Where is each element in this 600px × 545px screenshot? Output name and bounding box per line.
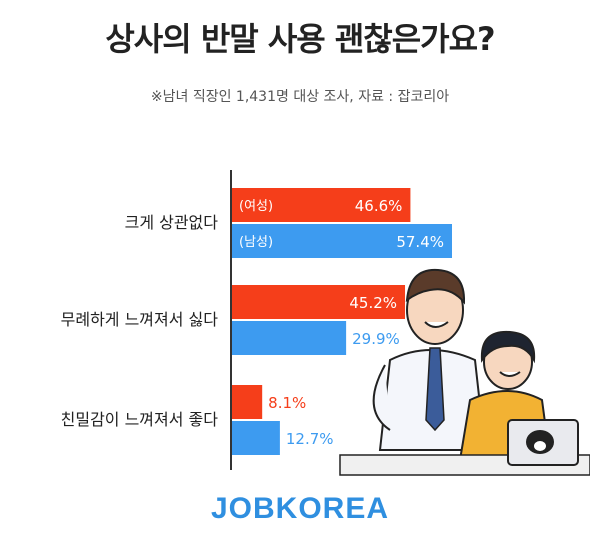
value-label: 8.1% bbox=[268, 394, 306, 412]
category-label: 친밀감이 느껴져서 좋다 bbox=[61, 410, 219, 429]
category-label: 무례하게 느껴져서 싫다 bbox=[61, 310, 219, 329]
legend-label-male: (남성) bbox=[239, 235, 273, 250]
value-label: 12.7% bbox=[286, 430, 334, 448]
value-label: 29.9% bbox=[352, 330, 400, 348]
value-label: 57.4% bbox=[396, 233, 444, 251]
bar-male bbox=[231, 321, 347, 355]
value-label: 45.2% bbox=[349, 294, 397, 312]
legend-label-female: (여성) bbox=[239, 199, 273, 214]
bar-female bbox=[231, 188, 411, 222]
chart-subtitle: ※남녀 직장인 1,431명 대상 조사, 자료 : 잡코리아 bbox=[150, 89, 450, 105]
man-figure bbox=[372, 268, 487, 451]
value-label: 46.6% bbox=[355, 197, 403, 215]
bar-male bbox=[231, 421, 280, 455]
woman-figure bbox=[458, 330, 552, 461]
category-label: 크게 상관없다 bbox=[125, 213, 219, 232]
chart-title: 상사의 반말 사용 괜찮은가요? bbox=[105, 20, 495, 58]
bar-male bbox=[231, 224, 452, 258]
brand-logo: JOBKOREA bbox=[210, 492, 390, 525]
bar-female bbox=[231, 285, 406, 319]
office-illustration bbox=[339, 268, 590, 476]
bar-female bbox=[231, 385, 263, 419]
